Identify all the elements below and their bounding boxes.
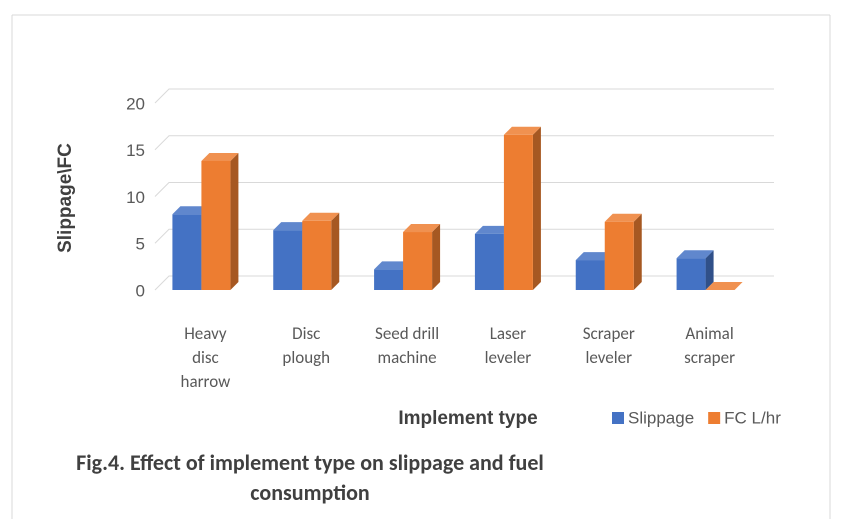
bar-top <box>374 261 412 270</box>
x-tick-label: Seed drill machine <box>375 323 440 368</box>
bar-side <box>331 212 340 290</box>
y-axis-title: Slippage\FC <box>55 143 76 253</box>
grid-line <box>154 228 774 244</box>
bar-side <box>230 152 239 290</box>
grid-line <box>154 135 774 151</box>
figure-caption: Fig.4. Effect of implement type on slipp… <box>76 449 544 506</box>
y-tick-label: 10 <box>126 188 145 207</box>
bar-top <box>705 282 743 290</box>
bar-top <box>201 152 239 161</box>
bar <box>374 269 404 290</box>
bar <box>474 233 504 290</box>
bar-top <box>575 252 613 261</box>
y-tick-label: 15 <box>126 141 145 160</box>
bar-top <box>273 222 311 231</box>
bar-top <box>503 126 541 135</box>
x-tick-label: Laser leveler <box>484 323 532 368</box>
bar <box>201 160 231 290</box>
bar-top <box>403 224 441 233</box>
bar <box>273 230 303 290</box>
bar-top <box>302 212 340 221</box>
x-tick-label: Disc plough <box>282 323 331 368</box>
bar-side <box>432 224 441 290</box>
legend-label: FC L/hr <box>724 408 781 427</box>
legend-swatch <box>708 412 721 424</box>
bar-side <box>705 250 714 290</box>
bar-side <box>633 213 642 290</box>
bar <box>604 221 634 290</box>
grid-line <box>154 182 774 197</box>
legend-swatch <box>612 412 624 424</box>
grid-line <box>154 275 774 291</box>
y-tick-label: 20 <box>126 94 145 113</box>
bar <box>403 232 433 290</box>
bar <box>172 214 202 290</box>
y-tick-label: 5 <box>136 235 145 254</box>
x-tick-label: Heavy disc harrow <box>180 323 231 392</box>
bar-top <box>604 213 642 222</box>
bar <box>302 220 332 290</box>
grid-line <box>154 88 774 104</box>
x-tick-label: Animal scraper <box>684 323 736 368</box>
bar <box>575 260 605 290</box>
bar-top <box>172 206 210 215</box>
bar <box>503 134 533 290</box>
y-tick-label: 0 <box>136 281 145 300</box>
bar-side <box>532 126 541 290</box>
bar-top <box>474 225 512 234</box>
x-tick-label: Scraper leveler <box>582 323 635 368</box>
legend-label: Slippage <box>628 408 694 427</box>
bar <box>676 258 706 290</box>
bar-top <box>676 250 714 259</box>
x-axis-title: Implement type <box>398 408 537 429</box>
